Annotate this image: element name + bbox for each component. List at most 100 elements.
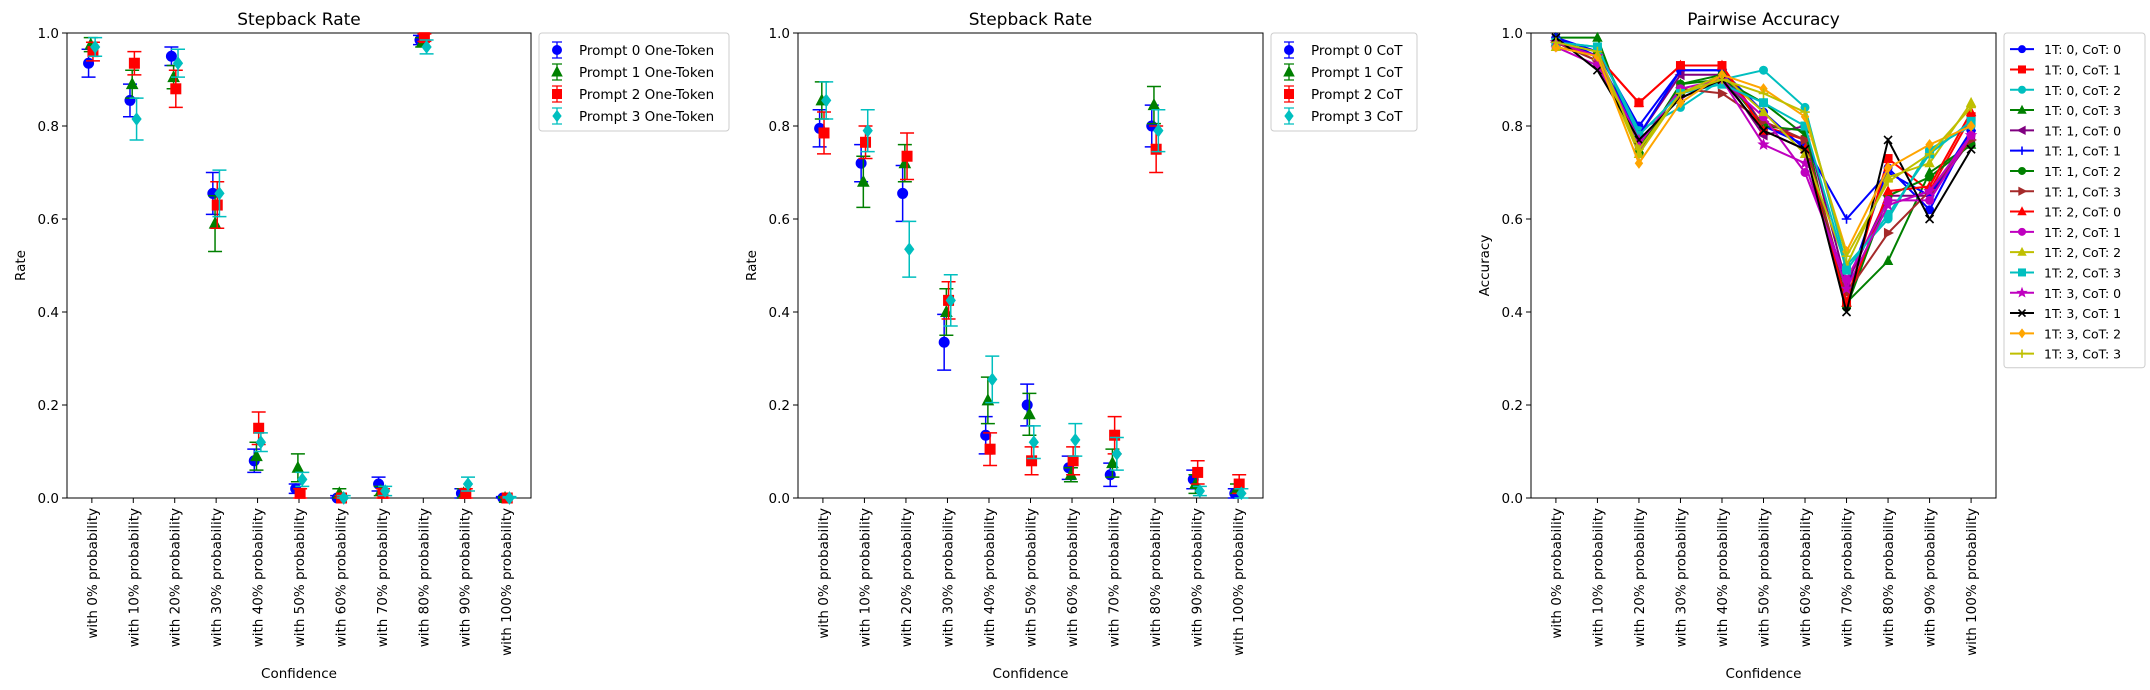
y-tick-label: 0.2 xyxy=(769,398,790,414)
legend-label: Prompt 2 One-Token xyxy=(579,87,714,103)
data-point xyxy=(1153,123,1164,138)
legend-entry: 1T: 2, CoT: 2 xyxy=(2010,245,2121,260)
data-point xyxy=(1109,429,1121,441)
data-point xyxy=(1883,177,1893,187)
data-point xyxy=(901,150,913,162)
data-point xyxy=(862,123,873,138)
legend-marker xyxy=(552,45,562,55)
data-point xyxy=(1842,265,1852,275)
x-tick-label: with 20% probability xyxy=(168,508,184,647)
data-point xyxy=(125,77,139,90)
data-point xyxy=(124,94,136,106)
series-16 xyxy=(1551,37,1976,261)
legend-marker xyxy=(2017,104,2027,114)
legend-label: Prompt 3 One-Token xyxy=(579,109,714,125)
data-point xyxy=(1028,435,1039,450)
data-point xyxy=(297,472,308,487)
legend-entry: 1T: 1, CoT: 0 xyxy=(2010,123,2121,138)
y-tick-label: 0.0 xyxy=(769,491,790,507)
data-point xyxy=(1840,282,1853,295)
legend-label: 1T: 0, CoT: 0 xyxy=(2044,42,2121,57)
data-point xyxy=(1111,446,1122,461)
data-point xyxy=(1966,120,1976,132)
data-point xyxy=(1592,46,1603,57)
legend: Prompt 0 One-Token Prompt 1 One-Token Prom… xyxy=(538,32,730,132)
data-point xyxy=(338,491,349,505)
legend-label: Prompt 0 One-Token xyxy=(579,43,714,59)
legend: 1T: 0, CoT: 0 1T: 0, CoT: 1 1T: 0, CoT: 2 1… xyxy=(2003,32,2146,369)
data-point xyxy=(945,293,956,308)
legend-entry: 1T: 3, CoT: 0 xyxy=(2010,286,2121,301)
series-10 xyxy=(1551,42,1976,284)
x-tick-label: with 60% probability xyxy=(333,508,349,647)
y-axis-label: Rate xyxy=(744,250,760,281)
data-point xyxy=(504,491,515,505)
y-tick-label: 1.0 xyxy=(1502,26,1523,42)
x-tick-label: with 10% probability xyxy=(126,508,142,647)
legend-marker xyxy=(2016,125,2026,136)
x-tick-label: with 80% probability xyxy=(416,508,432,647)
y-tick-label: 0.8 xyxy=(769,119,790,135)
data-point xyxy=(1841,307,1852,317)
legend-entry: 1T: 1, CoT: 3 xyxy=(2010,184,2121,199)
data-point xyxy=(1841,251,1852,261)
x-tick-label: with 50% probability xyxy=(1024,508,1040,647)
data-point xyxy=(1882,254,1894,265)
series-2 xyxy=(814,81,1244,495)
x-tick-label: with 70% probability xyxy=(375,508,391,647)
legend-marker xyxy=(2018,45,2026,54)
legend-marker xyxy=(2018,328,2026,339)
y-tick-label: 1.0 xyxy=(769,26,790,42)
data-point xyxy=(128,57,140,69)
series-1 xyxy=(812,104,1242,499)
x-tick-label: with 90% probability xyxy=(458,508,474,647)
panel-3: Pairwise Accuracy 0.0 0.2 0.4 0.6 0.8 1.0 with … xyxy=(1477,10,2146,682)
data-point xyxy=(1633,96,1645,107)
series-line xyxy=(1555,41,1972,306)
x-tick-label: with 60% probability xyxy=(1065,508,1081,647)
data-point xyxy=(1800,144,1810,154)
x-tick-label: with 20% probability xyxy=(899,508,915,647)
x-tick-label: with 50% probability xyxy=(292,508,308,647)
x-axis-label: Confidence xyxy=(261,666,337,682)
data-point xyxy=(294,487,306,499)
x-tick-label: with 80% probability xyxy=(1148,508,1164,647)
data-point xyxy=(1966,102,1976,113)
data-point xyxy=(172,56,184,71)
series-3 xyxy=(817,111,1247,495)
legend-label: 1T: 2, CoT: 2 xyxy=(2044,245,2121,260)
data-point xyxy=(214,186,225,201)
legend-entry: Prompt 2 One-Token xyxy=(552,85,714,103)
legend-marker xyxy=(2017,349,2027,358)
x-tick-label: with 100% probability xyxy=(1964,508,1980,656)
data-point xyxy=(1758,88,1769,99)
y-tick-label: 0.4 xyxy=(769,305,790,321)
legend-entry: Prompt 2 CoT xyxy=(1284,85,1403,103)
legend-entry: 1T: 3, CoT: 3 xyxy=(2010,347,2121,362)
legend-label: 1T: 0, CoT: 1 xyxy=(2044,62,2121,77)
x-tick-label: with 90% probability xyxy=(1190,508,1206,647)
x-tick-label: with 80% probability xyxy=(1881,508,1897,647)
data-point xyxy=(1675,88,1686,99)
data-point xyxy=(462,477,474,491)
y-axis-label: Rate xyxy=(13,250,29,281)
data-point xyxy=(1675,59,1686,70)
x-tick-label: with 40% probability xyxy=(982,508,998,647)
legend-marker xyxy=(2017,206,2027,216)
x-tick-label: with 70% probability xyxy=(1840,508,1856,647)
x-tick-label: with 10% probability xyxy=(1590,508,1606,647)
legend-marker xyxy=(2017,246,2027,256)
x-tick-label: with 70% probability xyxy=(1107,508,1123,647)
series-9 xyxy=(1550,36,1977,307)
series-7 xyxy=(1551,37,1976,312)
data-point xyxy=(1551,37,1561,48)
x-tick-label: with 100% probability xyxy=(1231,508,1247,656)
data-point xyxy=(1070,433,1081,447)
data-point xyxy=(1192,466,1204,478)
data-point xyxy=(1883,135,1893,145)
data-point xyxy=(1067,455,1079,467)
legend-marker xyxy=(1284,89,1294,99)
x-tick-label: with 20% probability xyxy=(1632,508,1648,647)
y-tick-label: 0.6 xyxy=(769,212,790,228)
